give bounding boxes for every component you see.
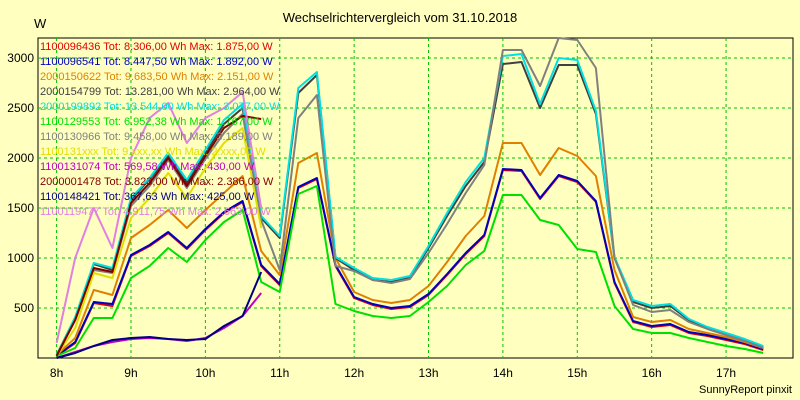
legend-entry: 2000199892 Tot: 13.544,00 Wh Max: 3.077,…: [40, 101, 280, 113]
y-tick-label: 2000: [7, 151, 34, 165]
chart-legend: 1100096436 Tot: 8.306,00 Wh Max: 1.875,0…: [40, 40, 280, 220]
footer-credit: SunnyReport pinxit: [699, 384, 792, 396]
x-tick-label: 17h: [716, 366, 736, 380]
series-line: [55, 37, 764, 356]
legend-entry: 1100131xxx Tot: 9.xxx,xx Wh Max: 2.xxx,0…: [40, 146, 266, 158]
chart-title: Wechselrichtervergleich vom 31.10.2018: [282, 10, 518, 25]
series-line: [56, 185, 764, 357]
series-line: [55, 115, 262, 357]
x-tick-label: 16h: [642, 366, 662, 380]
legend-entry: 1100129553 Tot: 6.952,38 Wh Max: 1.767,0…: [40, 116, 273, 128]
legend-entry: 1100096436 Tot: 8.306,00 Wh Max: 1.875,0…: [40, 41, 273, 53]
x-tick-label: 10h: [195, 366, 215, 380]
y-tick-label: 3000: [7, 51, 34, 65]
legend-entry: 1100131074 Tot: 569,58 Wh Max: 430,00 W: [40, 161, 255, 173]
series-line: [55, 127, 263, 357]
y-tick-label: 2500: [7, 101, 34, 115]
series-line: [56, 271, 263, 359]
x-tick-label: 13h: [419, 366, 439, 380]
plot-frame: [37, 37, 794, 359]
legend-entry: 1100148421 Tot: 367,63 Wh Max: 425,00 W: [40, 191, 255, 203]
y-axis-unit: W: [34, 16, 47, 31]
legend-entry: 1100119477 Tot: 4.911,75 Wh Max: 2.663,0…: [40, 206, 271, 218]
y-tick-label: 1000: [7, 251, 34, 265]
series-line: [55, 53, 764, 356]
legend-entry: 1100096541 Tot: 8.447,50 Wh Max: 1.892,0…: [40, 56, 273, 68]
y-tick-label: 1500: [7, 201, 34, 215]
x-tick-label: 8h: [50, 366, 63, 380]
x-tick-label: 11h: [270, 366, 289, 380]
legend-entry: 2000154799 Tot: 13.281,00 Wh Max: 2.964,…: [40, 86, 280, 98]
series-line: [55, 91, 263, 344]
legend-entry: 1100130966 Tot: 9.458,00 Wh Max: 3.189,0…: [40, 131, 273, 143]
x-tick-label: 12h: [344, 366, 364, 380]
x-tick-label: 9h: [124, 366, 137, 380]
x-tick-label: 14h: [493, 366, 513, 380]
y-tick-label: 500: [14, 301, 34, 315]
legend-entry: 2000150622 Tot: 9.683,50 Wh Max: 2.151,0…: [40, 71, 274, 83]
series-line: [55, 168, 764, 357]
x-tick-label: 15h: [567, 366, 587, 380]
series-line: [55, 142, 764, 356]
legend-entry: 2000001478 Tot: 3.823,00 Wh Max: 2.386,0…: [40, 176, 274, 188]
